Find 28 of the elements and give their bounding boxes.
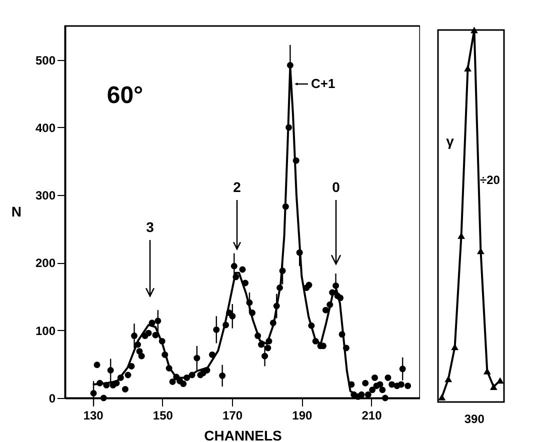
x-tick-label: 150 (152, 408, 174, 422)
annotation: C+1 (311, 76, 336, 91)
y-axis-title: N (11, 204, 22, 220)
annotation: 60° (106, 82, 144, 109)
y-tick-label: 300 (35, 188, 56, 203)
annotation: ÷20 (480, 173, 500, 187)
y-tick-label: 0 (48, 392, 56, 406)
x-tick-label: 210 (362, 408, 382, 422)
point (438, 394, 446, 400)
point (444, 376, 452, 382)
y-tick-label: 400 (35, 120, 56, 135)
x-tick-label: 190 (292, 408, 312, 422)
point (496, 377, 504, 384)
x-tick-label: 170 (222, 408, 243, 422)
annotation: γ (446, 133, 454, 149)
point (490, 384, 498, 390)
annotation: 0 (332, 179, 340, 195)
x-axis-title: CHANNELS (204, 428, 282, 442)
annotation: 3 (146, 219, 154, 235)
y-tick-label: 100 (35, 324, 56, 338)
annotation: 2 (233, 179, 242, 195)
point (470, 26, 478, 34)
point (458, 232, 465, 239)
y-tick-label: 500 (35, 53, 56, 68)
y-tick-label: 200 (35, 256, 56, 270)
point (464, 65, 472, 72)
text: 390 (464, 412, 485, 426)
x-tick-label: 130 (83, 408, 104, 422)
